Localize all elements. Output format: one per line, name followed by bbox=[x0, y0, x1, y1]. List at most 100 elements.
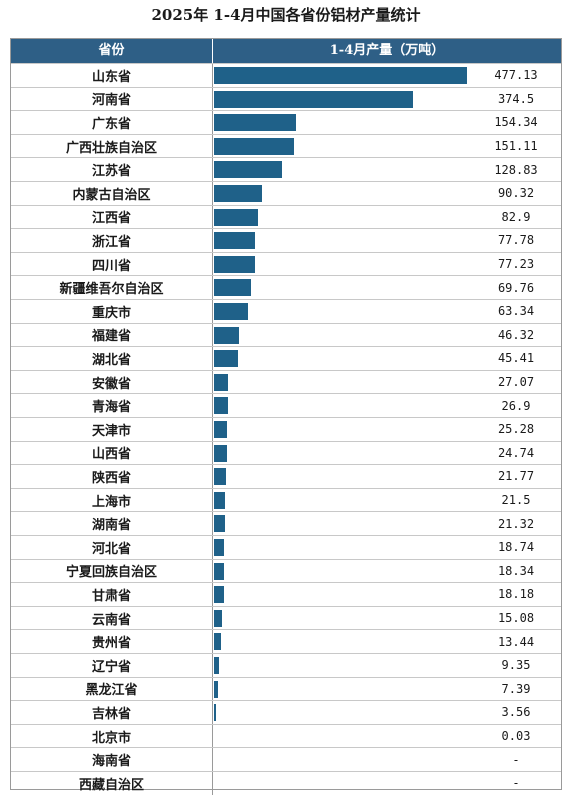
province-name: 山东省 bbox=[11, 64, 213, 87]
province-name: 黑龙江省 bbox=[11, 677, 213, 701]
output-value: 151.11 bbox=[494, 139, 538, 154]
table-row: 甘肃省 18.18 bbox=[11, 582, 561, 606]
province-name: 内蒙古自治区 bbox=[11, 182, 213, 205]
table-row: 广西壮族自治区 151.11 bbox=[11, 133, 561, 158]
province-name: 四川省 bbox=[11, 252, 213, 276]
output-value: 77.23 bbox=[497, 257, 535, 272]
output-value: 69.76 bbox=[497, 280, 535, 295]
province-name: 上海市 bbox=[11, 488, 213, 512]
province-name: 河南省 bbox=[11, 87, 213, 111]
output-bar bbox=[214, 67, 468, 84]
output-value: 90.32 bbox=[497, 186, 535, 201]
output-bar bbox=[214, 515, 226, 533]
table-row: 贵州省 13.44 bbox=[11, 629, 561, 653]
output-bar bbox=[214, 704, 216, 722]
output-bar bbox=[214, 279, 252, 297]
output-value: 21.32 bbox=[497, 516, 535, 531]
output-bar bbox=[214, 444, 228, 462]
province-name: 湖南省 bbox=[11, 512, 213, 535]
province-name: 江西省 bbox=[11, 205, 213, 229]
province-name: 新疆维吾尔自治区 bbox=[11, 276, 213, 299]
chart-title: 2025年 1-4月中国各省份铝材产量统计 bbox=[151, 6, 421, 24]
output-value: 25.28 bbox=[497, 422, 535, 437]
output-bar bbox=[214, 350, 239, 368]
output-bar bbox=[214, 161, 283, 179]
table-row: 黑龙江省 7.39 bbox=[11, 676, 561, 701]
province-name: 海南省 bbox=[11, 748, 213, 771]
province-name: 广西壮族自治区 bbox=[11, 134, 213, 158]
table-row: 新疆维吾尔自治区 69.76 bbox=[11, 275, 561, 299]
table-row: 浙江省 77.78 bbox=[11, 228, 561, 252]
output-value: 63.34 bbox=[497, 304, 535, 319]
province-name: 浙江省 bbox=[11, 229, 213, 252]
province-name: 安徽省 bbox=[11, 370, 213, 394]
output-value: - bbox=[512, 776, 520, 791]
table-row: 湖北省 45.41 bbox=[11, 346, 561, 370]
output-bar bbox=[214, 208, 259, 226]
output-bar bbox=[214, 303, 248, 320]
province-name: 广东省 bbox=[11, 111, 213, 134]
output-bar bbox=[214, 397, 229, 415]
table-row: 天津市 25.28 bbox=[11, 417, 561, 441]
output-value: 77.78 bbox=[497, 233, 535, 248]
table-row: 海南省 - bbox=[11, 747, 561, 771]
output-bar bbox=[214, 609, 222, 627]
output-value: 154.34 bbox=[494, 115, 538, 130]
table-row: 西藏自治区 - bbox=[11, 771, 561, 795]
province-name: 西藏自治区 bbox=[11, 772, 213, 795]
table-row: 宁夏回族自治区 18.34 bbox=[11, 558, 561, 583]
table-row: 河南省 374.5 bbox=[11, 86, 561, 111]
province-name: 宁夏回族自治区 bbox=[11, 559, 213, 583]
province-name: 山西省 bbox=[11, 441, 213, 465]
table-row: 山西省 24.74 bbox=[11, 440, 561, 465]
province-name: 云南省 bbox=[11, 606, 213, 630]
province-name: 河北省 bbox=[11, 536, 213, 559]
output-bar bbox=[214, 373, 229, 391]
output-bar bbox=[214, 680, 218, 698]
output-value: - bbox=[512, 752, 520, 767]
table-header: 省份 1-4月产量（万吨） bbox=[11, 39, 561, 63]
output-value: 9.35 bbox=[501, 658, 531, 673]
output-value: 27.07 bbox=[497, 375, 535, 390]
output-bar bbox=[214, 137, 295, 155]
output-bar bbox=[214, 562, 224, 580]
table-row: 湖南省 21.32 bbox=[11, 511, 561, 535]
province-name: 江苏省 bbox=[11, 158, 213, 181]
output-bar bbox=[214, 114, 296, 132]
output-bar bbox=[214, 326, 239, 344]
output-value: 0.03 bbox=[501, 729, 531, 744]
table-row: 北京市 0.03 bbox=[11, 723, 561, 748]
header-output: 1-4月产量（万吨） bbox=[329, 43, 445, 58]
output-value: 18.34 bbox=[497, 563, 535, 578]
output-value: 26.9 bbox=[501, 398, 531, 413]
output-bar bbox=[214, 185, 262, 202]
province-name: 重庆市 bbox=[11, 300, 213, 323]
table-row: 陕西省 21.77 bbox=[11, 464, 561, 488]
province-name: 福建省 bbox=[11, 323, 213, 347]
output-value: 45.41 bbox=[497, 351, 535, 366]
output-bar bbox=[214, 657, 219, 674]
output-value: 128.83 bbox=[494, 162, 538, 177]
output-bar bbox=[214, 468, 226, 486]
table-row: 重庆市 63.34 bbox=[11, 299, 561, 323]
table-row: 广东省 154.34 bbox=[11, 110, 561, 134]
output-bar bbox=[214, 421, 228, 438]
table-row: 河北省 18.74 bbox=[11, 535, 561, 559]
table-row: 云南省 15.08 bbox=[11, 605, 561, 630]
output-value: 15.08 bbox=[497, 611, 535, 626]
output-value: 7.39 bbox=[501, 681, 531, 696]
header-province: 省份 bbox=[11, 39, 213, 63]
table-row: 江西省 82.9 bbox=[11, 204, 561, 229]
province-name: 吉林省 bbox=[11, 701, 213, 724]
province-name: 北京市 bbox=[11, 724, 213, 748]
output-bar bbox=[214, 90, 413, 108]
output-value: 3.56 bbox=[501, 705, 531, 720]
table-row: 江苏省 128.83 bbox=[11, 157, 561, 181]
table-row: 辽宁省 9.35 bbox=[11, 653, 561, 677]
data-table: 省份 1-4月产量（万吨） 山东省 477.13 河南省 374.5 广东省 154.34… bbox=[10, 38, 562, 795]
output-value: 21.5 bbox=[501, 493, 531, 508]
table-row: 山东省 477.13 bbox=[11, 63, 561, 87]
output-value: 18.74 bbox=[497, 540, 535, 555]
province-name: 天津市 bbox=[11, 418, 213, 441]
output-value: 24.74 bbox=[497, 445, 535, 460]
